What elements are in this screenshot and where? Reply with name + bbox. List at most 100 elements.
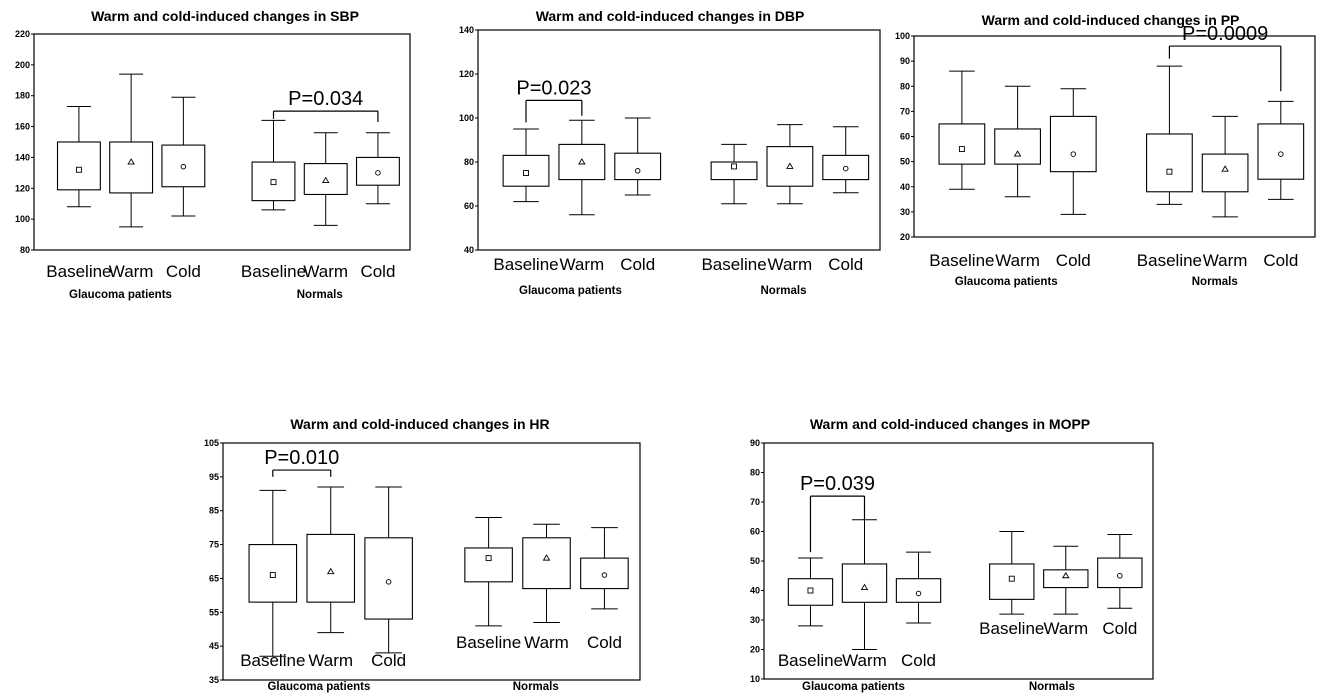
p-value-label: P=0.034 xyxy=(288,88,363,110)
chart-title: Warm and cold-induced changes in SBP xyxy=(91,8,359,24)
group-label: Normals xyxy=(761,285,807,297)
y-tick-label: 85 xyxy=(209,506,219,516)
mean-marker-triangle xyxy=(542,554,551,561)
chart-title: Warm and cold-induced changes in HR xyxy=(290,416,550,432)
box xyxy=(355,156,400,186)
category-label: Cold xyxy=(1263,251,1298,270)
category-label: Cold xyxy=(360,262,395,281)
mean-marker-square xyxy=(485,555,492,562)
y-tick-label: 40 xyxy=(900,182,910,192)
chart-title: Warm and cold-induced changes in DBP xyxy=(535,8,805,24)
category-label: Baseline xyxy=(493,255,558,274)
p-value-label: P=0.0009 xyxy=(1182,23,1268,45)
y-tick-label: 140 xyxy=(15,152,30,162)
y-tick-label: 100 xyxy=(895,31,910,41)
category-label: Warm xyxy=(995,251,1040,270)
y-tick-label: 70 xyxy=(750,497,760,507)
mean-marker-square xyxy=(958,146,965,153)
y-tick-label: 80 xyxy=(750,468,760,478)
chart-panel-hr: Warm and cold-induced changes in HR 35 45… xyxy=(190,408,650,696)
chart-panel-dbp: Warm and cold-induced changes in DBP 40 6… xyxy=(445,0,895,320)
chart-title: Warm and cold-induced changes in MOPP xyxy=(809,416,1091,432)
category-label: Baseline xyxy=(778,651,843,670)
group-label: Glaucoma patients xyxy=(519,285,622,297)
mean-marker-triangle xyxy=(578,158,586,165)
group-label: Normals xyxy=(513,681,559,693)
category-label: Cold xyxy=(1102,619,1137,638)
y-tick-label: 35 xyxy=(209,675,219,685)
y-tick-label: 180 xyxy=(15,91,30,101)
mean-marker-circle xyxy=(842,165,849,172)
category-label: Cold xyxy=(901,651,936,670)
box xyxy=(1097,557,1143,589)
box xyxy=(994,128,1041,165)
mean-marker-triangle xyxy=(1062,571,1070,579)
mean-marker-triangle xyxy=(1221,165,1229,172)
box xyxy=(248,544,298,603)
box xyxy=(841,563,888,603)
box xyxy=(161,144,206,188)
box xyxy=(464,547,513,583)
y-tick-label: 90 xyxy=(750,438,760,448)
category-label: Warm xyxy=(842,651,887,670)
box xyxy=(251,161,296,202)
box xyxy=(1049,115,1097,173)
mean-marker-circle xyxy=(915,590,922,597)
y-tick-label: 80 xyxy=(464,157,474,167)
y-tick-label: 30 xyxy=(900,207,910,217)
mean-marker-circle xyxy=(1117,572,1123,579)
box xyxy=(989,563,1035,600)
group-label: Glaucoma patients xyxy=(955,276,1058,288)
mean-marker-triangle xyxy=(326,567,335,575)
mean-marker-circle xyxy=(601,572,608,578)
y-tick-label: 100 xyxy=(459,113,474,123)
chart-panel-pp: Warm and cold-induced changes in PP 20 30… xyxy=(885,0,1336,320)
y-tick-label: 30 xyxy=(750,615,760,625)
y-tick-label: 140 xyxy=(459,25,474,35)
mean-marker-triangle xyxy=(786,162,794,169)
box xyxy=(522,537,571,590)
category-label: Cold xyxy=(166,262,201,281)
y-tick-label: 220 xyxy=(15,29,30,39)
box xyxy=(766,146,814,187)
box xyxy=(303,163,348,196)
mean-marker-square xyxy=(523,170,529,176)
box xyxy=(56,141,101,191)
y-tick-label: 120 xyxy=(459,69,474,79)
mean-marker-circle xyxy=(385,579,392,585)
y-tick-label: 55 xyxy=(209,607,219,617)
mean-marker-square xyxy=(75,166,82,173)
group-label: Glaucoma patients xyxy=(802,681,905,693)
category-label: Baseline xyxy=(1137,251,1202,270)
y-tick-label: 40 xyxy=(464,245,474,255)
category-label: Warm xyxy=(559,255,604,274)
y-tick-label: 95 xyxy=(209,472,219,482)
box xyxy=(580,557,629,590)
mean-marker-circle xyxy=(375,170,381,176)
category-label: Baseline xyxy=(456,633,521,652)
y-tick-label: 50 xyxy=(750,556,760,566)
category-label: Baseline xyxy=(929,251,994,270)
group-label: Normals xyxy=(1192,276,1238,288)
y-tick-label: 10 xyxy=(750,674,760,684)
category-label: Warm xyxy=(768,255,813,274)
box xyxy=(895,578,942,603)
category-label: Baseline xyxy=(240,651,305,670)
y-tick-label: 40 xyxy=(750,586,760,596)
y-tick-label: 200 xyxy=(15,60,30,70)
y-tick-label: 50 xyxy=(900,157,910,167)
category-label: Warm xyxy=(524,633,569,652)
mean-marker-circle xyxy=(1070,151,1077,157)
y-tick-label: 80 xyxy=(20,245,30,255)
category-label: Cold xyxy=(828,255,863,274)
box xyxy=(1201,153,1249,193)
category-label: Cold xyxy=(620,255,655,274)
category-label: Cold xyxy=(587,633,622,652)
group-label: Normals xyxy=(297,289,343,301)
box xyxy=(787,578,834,606)
mean-marker-triangle xyxy=(1013,150,1022,157)
y-tick-label: 45 xyxy=(209,641,219,651)
chart-panel-sbp: Warm and cold-induced changes in SBP 80 1… xyxy=(0,0,450,320)
